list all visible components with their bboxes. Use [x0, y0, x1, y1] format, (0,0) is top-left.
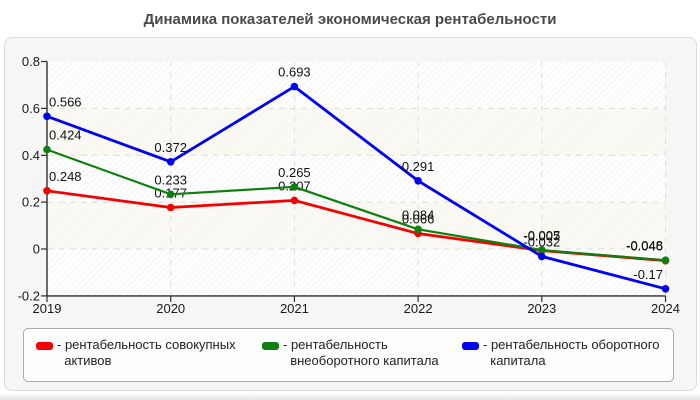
svg-text:-0.007: -0.007 [523, 229, 560, 244]
svg-text:-0.048: -0.048 [626, 238, 663, 253]
svg-text:0.424: 0.424 [49, 128, 82, 143]
svg-text:0.372: 0.372 [154, 140, 187, 155]
svg-text:-0.2: -0.2 [18, 288, 40, 303]
svg-text:0.291: 0.291 [402, 159, 435, 174]
svg-text:-0.032: -0.032 [523, 234, 560, 249]
svg-text:0.248: 0.248 [49, 169, 82, 184]
svg-text:0.566: 0.566 [49, 94, 82, 109]
svg-text:0.2: 0.2 [22, 195, 40, 210]
svg-text:0.693: 0.693 [278, 65, 311, 80]
svg-text:-0.005: -0.005 [523, 228, 560, 243]
svg-text:0.4: 0.4 [22, 148, 40, 163]
svg-text:2019: 2019 [33, 301, 62, 316]
svg-text:2024: 2024 [651, 301, 680, 316]
svg-text:2023: 2023 [527, 301, 556, 316]
svg-text:2022: 2022 [404, 301, 433, 316]
svg-text:2021: 2021 [280, 301, 309, 316]
svg-text:2020: 2020 [156, 301, 185, 316]
svg-text:0.265: 0.265 [278, 165, 311, 180]
svg-text:0.066: 0.066 [402, 212, 435, 227]
svg-text:0.6: 0.6 [22, 101, 40, 116]
svg-text:-0.046: -0.046 [626, 239, 663, 254]
svg-text:0.8: 0.8 [22, 54, 40, 69]
svg-text:0: 0 [33, 242, 40, 257]
svg-text:0.084: 0.084 [402, 207, 435, 222]
svg-text:0.233: 0.233 [154, 172, 187, 187]
svg-text:-0.17: -0.17 [633, 267, 663, 282]
